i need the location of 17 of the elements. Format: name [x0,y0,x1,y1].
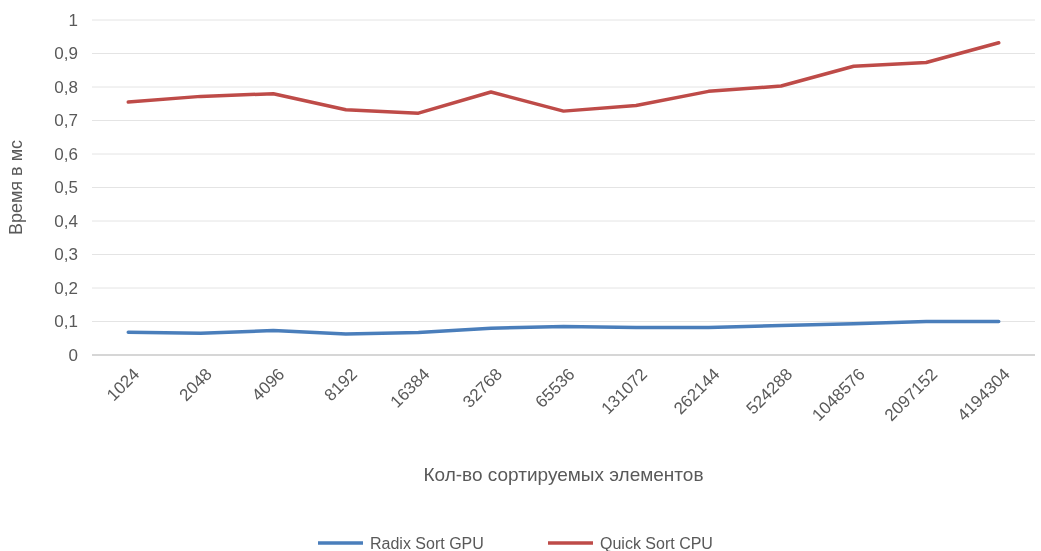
y-tick-label: 0,9 [54,44,78,64]
y-tick-label: 0,7 [54,111,78,131]
y-tick-label: 0,2 [54,278,78,298]
y-tick-label: 0 [68,345,78,365]
legend-label: Radix Sort GPU [370,534,484,551]
y-tick-label: 0,1 [54,312,78,332]
line-series [126,41,1001,115]
y-tick-label: 0,4 [54,211,78,231]
x-axis-title: Кол-во сортируемых элементов [423,464,704,485]
legend-label: Quick Sort CPU [600,534,713,551]
y-tick-label: 0,3 [54,245,78,265]
y-tick-label: 0,5 [54,178,78,198]
y-axis-title: Время в мс [6,139,27,236]
y-tick-label: 1 [68,10,78,30]
line-series [126,319,1001,336]
y-tick-label: 0,6 [54,144,78,164]
y-tick-label: 0,8 [54,77,78,97]
